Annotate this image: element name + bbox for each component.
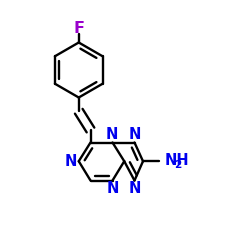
Text: N: N — [107, 181, 119, 196]
Text: 2: 2 — [174, 160, 181, 170]
Text: N: N — [129, 127, 141, 142]
Text: NH: NH — [164, 153, 189, 168]
Text: N: N — [129, 181, 141, 196]
Text: F: F — [73, 21, 84, 36]
Text: N: N — [106, 127, 118, 142]
Text: N: N — [64, 154, 77, 169]
